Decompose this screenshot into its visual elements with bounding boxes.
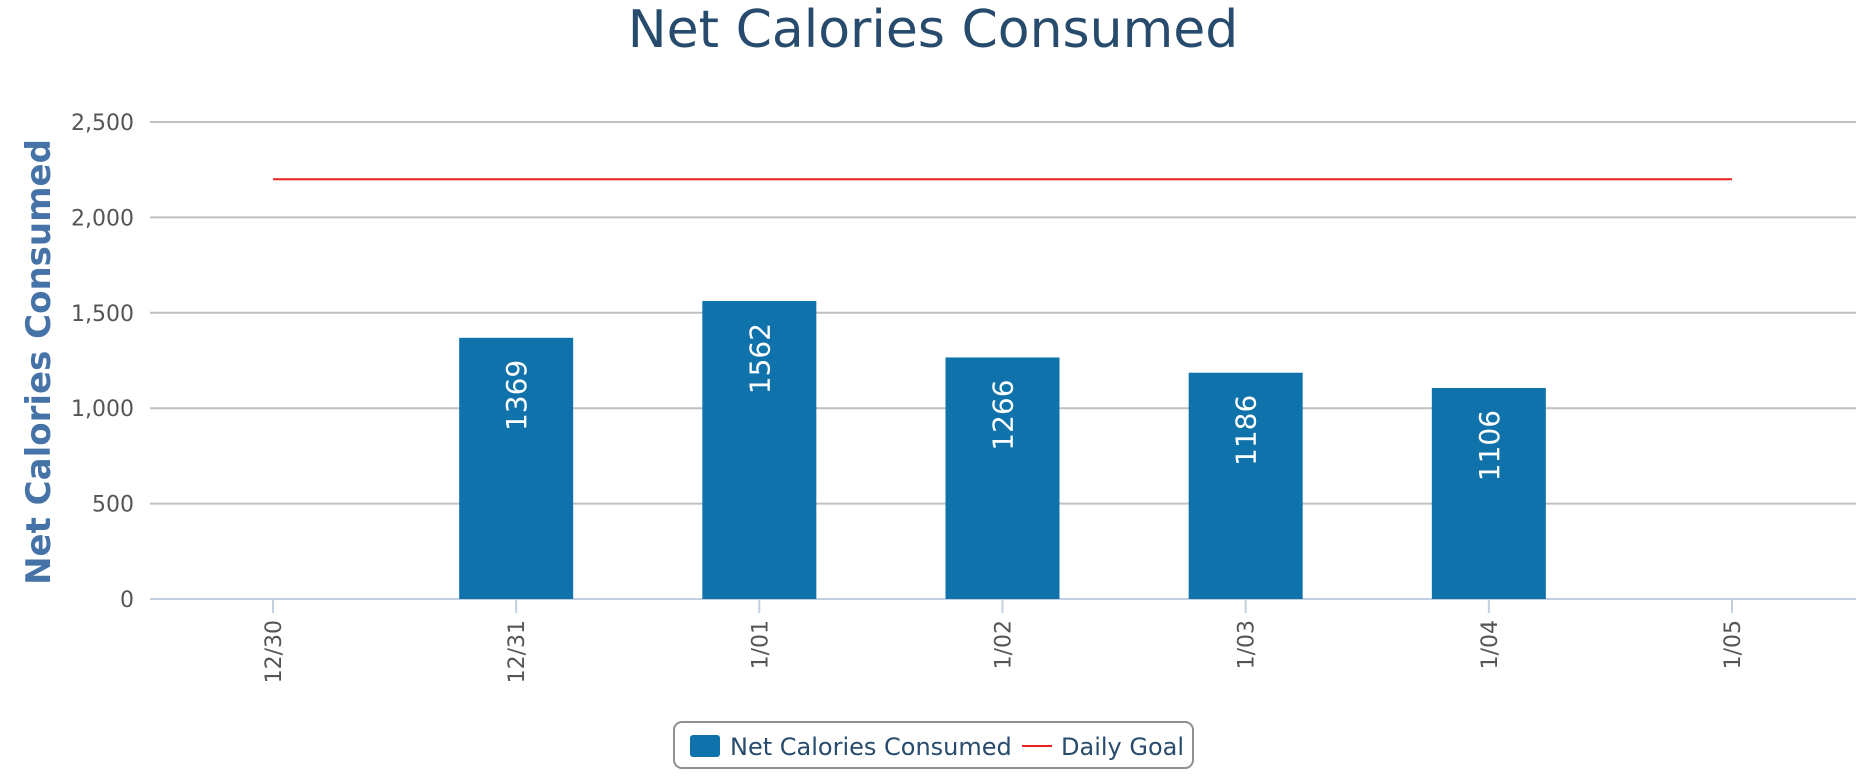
y-tick-label: 1,000 bbox=[71, 397, 134, 422]
y-tick-label: 2,500 bbox=[71, 111, 134, 136]
x-axis-ticks: 12/30 12/31 1/01 1/02 1/03 1/04 1/05 bbox=[262, 599, 1746, 683]
bar[interactable] bbox=[1188, 372, 1303, 599]
bar-data-label: 1266 bbox=[987, 379, 1020, 450]
x-tick-label: 12/30 bbox=[262, 620, 287, 683]
legend-box bbox=[673, 721, 1194, 769]
calorie-bars: 1369 1562 1266 1186 1106 bbox=[459, 300, 1546, 599]
y-tick-label: 2,000 bbox=[71, 206, 134, 231]
bar-data-label: 1562 bbox=[743, 323, 776, 394]
legend-label-daily-goal: Daily Goal bbox=[1061, 733, 1184, 761]
chart-title: Net Calories Consumed bbox=[628, 0, 1238, 60]
legend-label-net-calories: Net Calories Consumed bbox=[730, 733, 1012, 761]
x-tick-label: 1/05 bbox=[1721, 620, 1746, 669]
x-tick-label: 12/31 bbox=[505, 620, 530, 683]
bar[interactable] bbox=[459, 337, 574, 599]
bar[interactable] bbox=[702, 300, 817, 599]
legend: Net Calories Consumed Daily Goal bbox=[673, 721, 1194, 769]
y-tick-label: 0 bbox=[120, 588, 134, 613]
x-tick-label: 1/02 bbox=[992, 620, 1017, 669]
x-tick-label: 1/03 bbox=[1235, 620, 1260, 669]
y-tick-label: 500 bbox=[92, 493, 134, 518]
bar-data-label: 1106 bbox=[1473, 410, 1506, 481]
bar-data-label: 1369 bbox=[500, 360, 533, 431]
bar-data-label: 1186 bbox=[1230, 395, 1263, 466]
y-axis-ticks: 0 500 1,000 1,500 2,000 2,500 bbox=[71, 111, 134, 613]
bar[interactable] bbox=[1431, 387, 1546, 599]
x-tick-label: 1/04 bbox=[1478, 620, 1503, 669]
y-axis-title: Net Calories Consumed bbox=[19, 139, 59, 585]
y-tick-label: 1,500 bbox=[71, 302, 134, 327]
legend-swatch-net-calories bbox=[690, 735, 720, 757]
x-tick-label: 1/01 bbox=[748, 620, 773, 669]
bar[interactable] bbox=[945, 357, 1060, 599]
legend-item-daily-goal[interactable]: Daily Goal bbox=[1022, 733, 1184, 761]
legend-item-net-calories[interactable]: Net Calories Consumed bbox=[690, 733, 1012, 761]
